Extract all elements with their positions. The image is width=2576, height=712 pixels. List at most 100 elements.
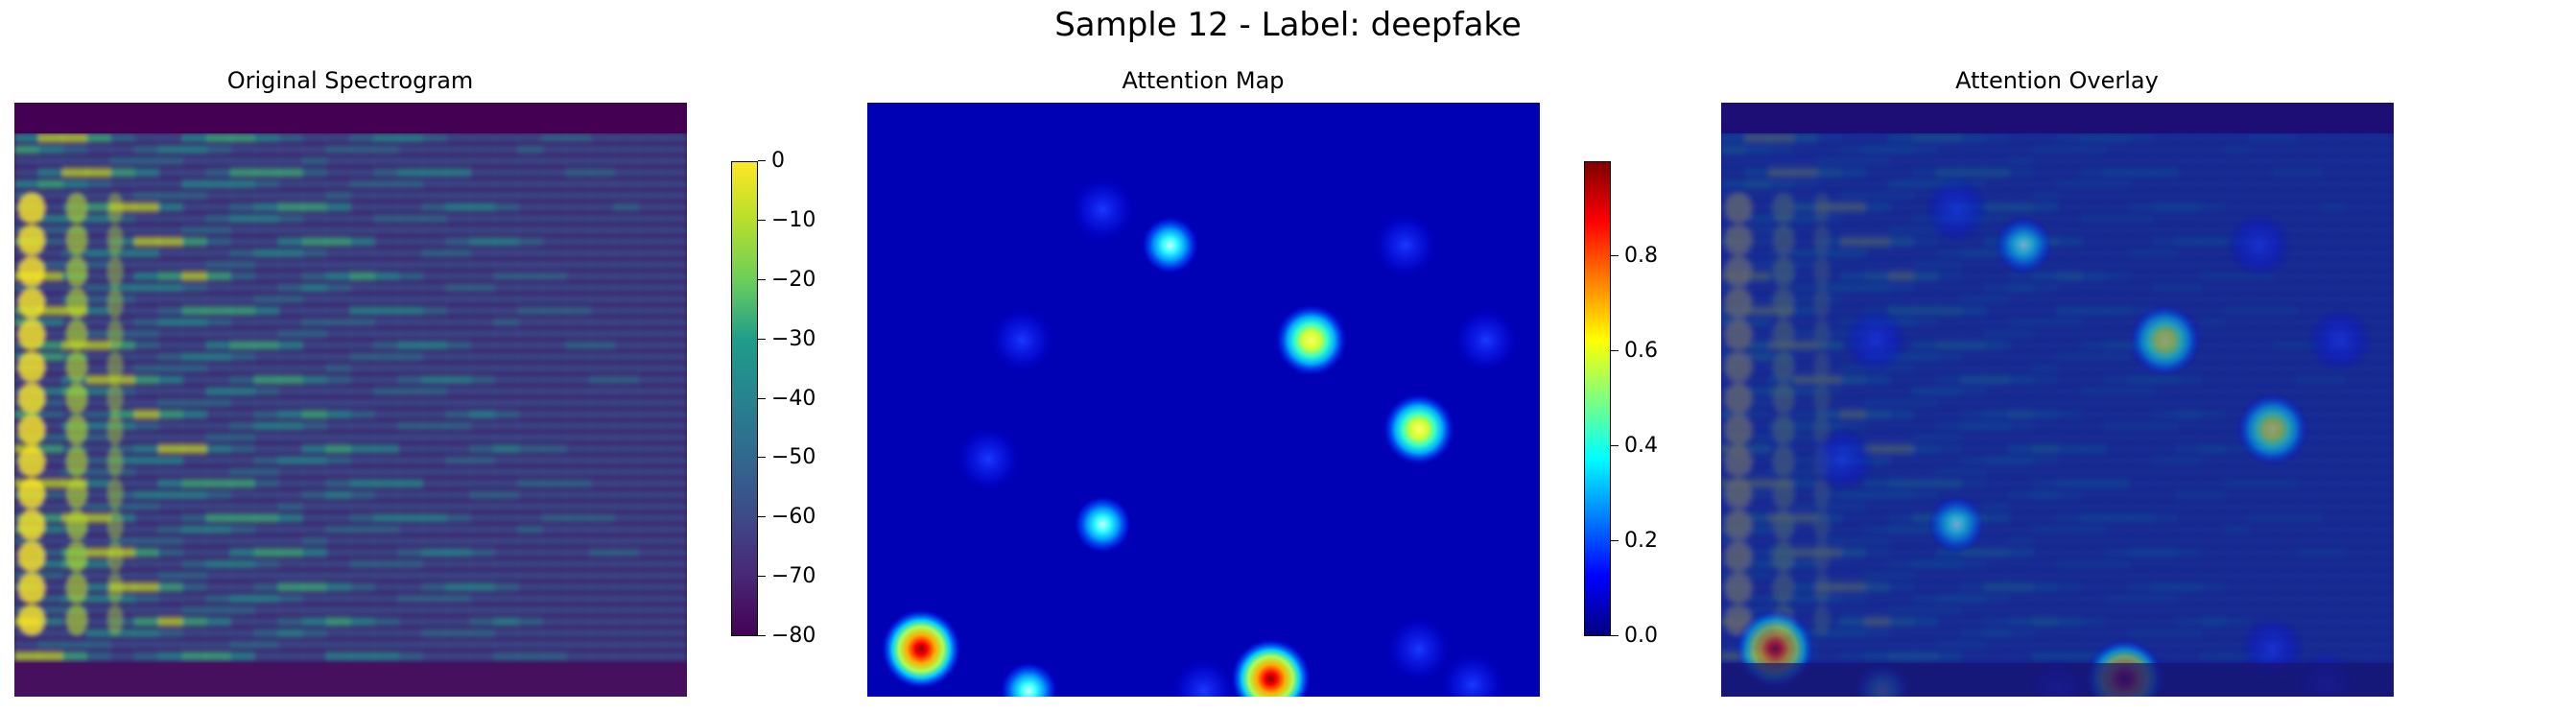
spectrogram-cell xyxy=(1793,272,1818,281)
spectrogram-cell xyxy=(2201,306,2226,316)
spectrogram-cell xyxy=(2201,582,2226,592)
spectrogram-cell xyxy=(182,410,207,419)
spectrogram-cell xyxy=(278,433,303,442)
spectrogram-cell xyxy=(2177,283,2202,293)
spectrogram-cell xyxy=(1793,364,1818,373)
spectrogram-cell xyxy=(2297,444,2322,454)
spectrogram-cell xyxy=(1817,502,1842,511)
spectrogram-cell xyxy=(542,295,567,304)
spectrogram-cell xyxy=(326,352,351,362)
spectrogram-cell xyxy=(542,398,567,408)
spectrogram-cell xyxy=(326,133,351,143)
spectrogram-cell xyxy=(158,214,183,224)
spectrogram-cell xyxy=(2153,456,2178,465)
spectrogram-cell xyxy=(446,272,471,281)
spectrogram-cell xyxy=(398,502,423,511)
spectrogram-cell xyxy=(2321,191,2346,201)
spectrogram-cell xyxy=(206,525,231,534)
spectrogram-cell xyxy=(2321,605,2346,615)
spectrogram-cell xyxy=(2369,145,2394,154)
spectrogram-cell xyxy=(2057,421,2082,431)
spectrogram-cell xyxy=(2081,548,2106,558)
spectrogram-cell xyxy=(422,249,447,258)
spectrogram-cell xyxy=(2297,479,2322,488)
spectrogram-cell xyxy=(2225,168,2250,178)
spectrogram-cell xyxy=(2153,249,2178,258)
spectrogram-cell xyxy=(1985,640,2010,650)
spectrogram-cell xyxy=(422,237,447,247)
spectrogram-cell xyxy=(350,306,375,316)
spectrogram-cell xyxy=(110,329,135,339)
spectrogram-cell xyxy=(374,548,399,558)
spectrogram-energy-blob xyxy=(1773,351,1794,382)
spectrogram-cell xyxy=(2249,329,2274,339)
spectrogram-cell xyxy=(2105,341,2130,350)
spectrogram-cell xyxy=(350,594,375,604)
spectrogram-cell xyxy=(302,191,327,201)
spectrogram-cell xyxy=(254,433,279,442)
spectrogram-cell xyxy=(278,490,303,500)
spectrogram-cell xyxy=(662,191,687,201)
spectrogram-cell xyxy=(1865,525,1890,534)
spectrogram-cell xyxy=(1913,249,1938,258)
spectrogram-cell xyxy=(662,145,687,154)
spectrogram-energy-blob xyxy=(1725,478,1752,509)
spectrogram-cell xyxy=(398,571,423,581)
spectrogram-cell xyxy=(2105,133,2130,143)
spectrogram-cell xyxy=(1769,133,1794,143)
spectrogram-energy-blob xyxy=(1773,510,1794,540)
spectrogram-cell xyxy=(470,421,495,431)
spectrogram-cell xyxy=(2153,629,2178,638)
spectrogram-cell xyxy=(590,133,615,143)
spectrogram-cell xyxy=(134,375,159,385)
spectrogram-cell xyxy=(206,202,231,212)
spectrogram-cell xyxy=(158,168,183,178)
colorbar-tick-label: −70 xyxy=(771,564,816,589)
spectrogram-cell xyxy=(446,444,471,454)
spectrogram-cell xyxy=(1961,318,1986,327)
spectrogram-cell xyxy=(2201,191,2226,201)
spectrogram-cell xyxy=(2201,490,2226,500)
spectrogram-cell xyxy=(614,214,639,224)
spectrogram-cell xyxy=(2009,490,2034,500)
spectrogram-cell xyxy=(86,352,111,362)
spectrogram-cell xyxy=(1937,341,1962,350)
spectrogram-cell xyxy=(494,571,519,581)
spectrogram-cell xyxy=(1985,329,2010,339)
spectrogram-cell xyxy=(374,617,399,627)
spectrogram-cell xyxy=(2225,444,2250,454)
spectrogram-cell xyxy=(566,629,591,638)
spectrogram-cell xyxy=(614,375,639,385)
spectrogram-cell xyxy=(1889,410,1914,419)
spectrogram-cell xyxy=(638,582,663,592)
spectrogram-cell xyxy=(446,295,471,304)
spectrogram-cell xyxy=(422,283,447,293)
spectrogram-cell xyxy=(2345,594,2370,604)
attention-hotspot xyxy=(1927,495,1986,554)
spectrogram-cell xyxy=(158,605,183,615)
spectrogram-cell xyxy=(1841,156,1866,166)
spectrogram-cell xyxy=(2129,594,2154,604)
spectrogram-cell xyxy=(518,168,543,178)
spectrogram-cell xyxy=(374,352,399,362)
spectrogram-cell xyxy=(638,272,663,281)
spectrogram-cell xyxy=(1961,352,1986,362)
spectrogram-cell xyxy=(1889,433,1914,442)
spectrogram-cell xyxy=(2129,629,2154,638)
spectrogram-cell xyxy=(2321,548,2346,558)
spectrogram-cell xyxy=(494,640,519,650)
spectrogram-energy-blob xyxy=(1725,256,1752,287)
spectrogram-cell xyxy=(2129,387,2154,396)
spectrogram-cell xyxy=(86,364,111,373)
spectrogram-cell xyxy=(1793,249,1818,258)
spectrogram-cell xyxy=(230,237,255,247)
spectrogram-cell xyxy=(326,387,351,396)
spectrogram-cell xyxy=(134,456,159,465)
spectrogram-cell xyxy=(1817,605,1842,615)
spectrogram-cell xyxy=(542,640,567,650)
spectrogram-cell xyxy=(14,168,39,178)
attention-hotspot xyxy=(1141,216,1199,274)
spectrogram-cell xyxy=(1961,133,1986,143)
spectrogram-cell xyxy=(278,536,303,546)
spectrogram-cell xyxy=(2369,272,2394,281)
